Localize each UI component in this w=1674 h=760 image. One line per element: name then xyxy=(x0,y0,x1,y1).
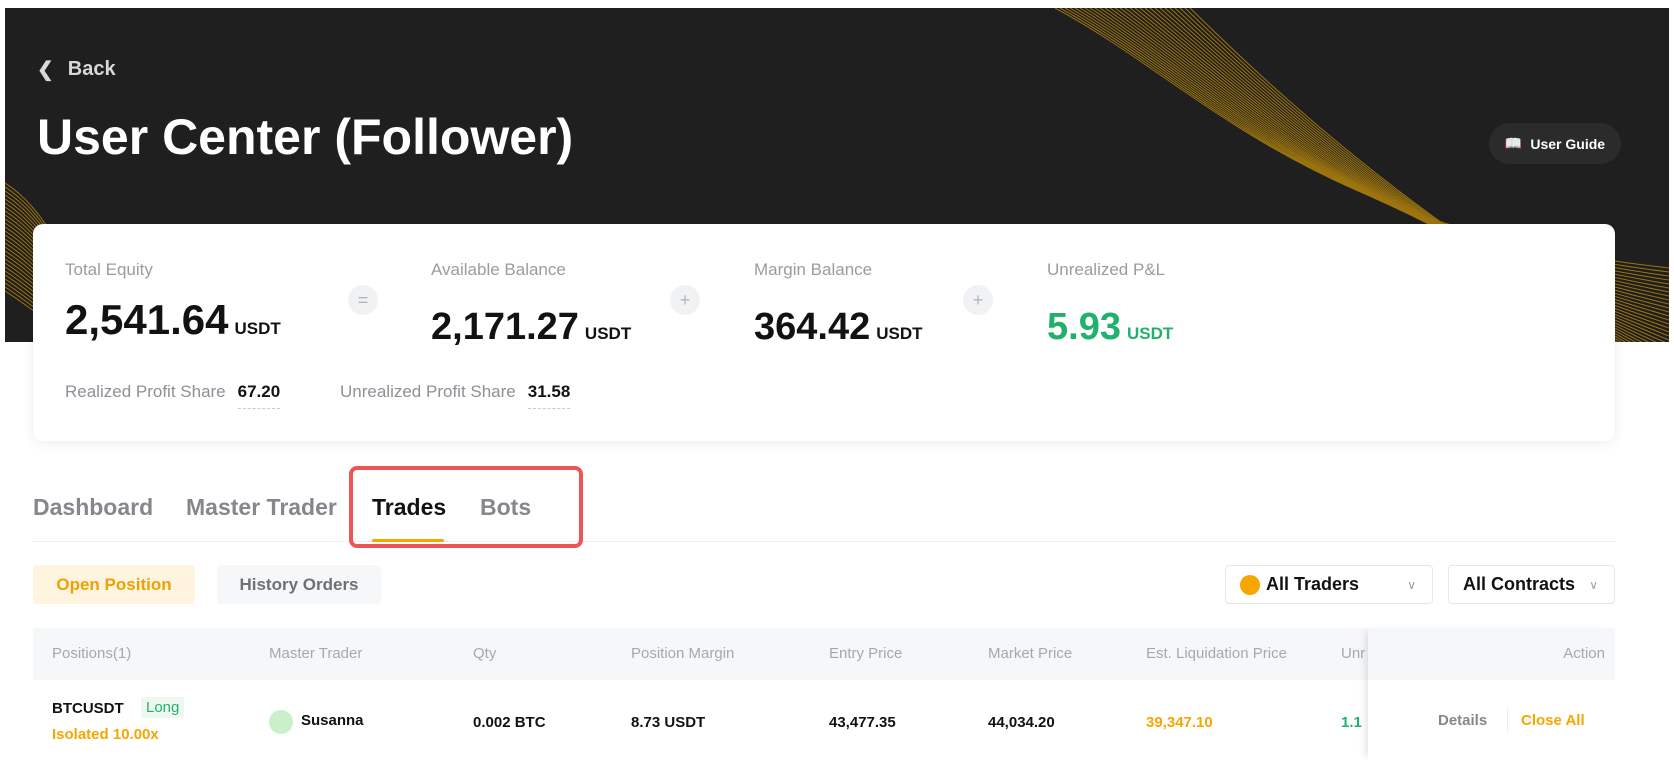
tab-trades[interactable]: Trades xyxy=(372,494,447,520)
available-balance-label: Available Balance xyxy=(431,260,566,279)
page-title: User Center (Follower) xyxy=(37,109,574,165)
value: 31.58 xyxy=(527,382,571,409)
action-header-bg xyxy=(1368,628,1615,680)
unit: USDT xyxy=(876,324,923,343)
available-balance-value: 2,171.27 xyxy=(431,306,579,348)
tab-master-trader[interactable]: Master Trader xyxy=(186,494,337,520)
col-qty: Qty xyxy=(473,645,497,662)
tab-bots[interactable]: Bots xyxy=(480,494,532,520)
tab-dashboard[interactable]: Dashboard xyxy=(33,494,154,520)
contracts-select-value: All Contracts xyxy=(1463,574,1576,594)
main-tabs: Dashboard Master Trader Trades Bots xyxy=(33,492,1615,542)
plus-icon: + xyxy=(670,285,700,315)
margin-balance-value: 364.42 xyxy=(754,306,871,348)
user-guide-button[interactable]: 📖 User Guide xyxy=(1489,123,1621,164)
back-button[interactable]: ❮ Back xyxy=(37,57,116,82)
total-equity: Total Equity 2,541.64 USDT xyxy=(65,260,281,344)
margin-balance: Margin Balance 364.42 USDT xyxy=(754,260,923,349)
unrealized-profit-share[interactable]: Unrealized Profit Share 31.58 xyxy=(340,382,571,409)
unrealized-pnl-cell: 1.1 xyxy=(1341,714,1362,731)
close-all-button[interactable]: Close All xyxy=(1521,712,1585,729)
active-tab-indicator xyxy=(372,539,444,542)
label: Realized Profit Share xyxy=(65,382,226,401)
equals-icon: = xyxy=(348,285,378,315)
contracts-select[interactable]: All Contracts ∨ xyxy=(1448,565,1615,604)
liquidation-price: 39,347.10 xyxy=(1146,714,1213,731)
col-market-price: Market Price xyxy=(988,645,1073,662)
col-unrealized: Unr xyxy=(1341,645,1366,662)
book-icon: 📖 xyxy=(1504,135,1523,151)
col-position-margin: Position Margin xyxy=(631,645,735,662)
label: Unrealized Profit Share xyxy=(340,382,516,401)
symbol: BTCUSDT xyxy=(52,700,124,717)
margin-balance-label: Margin Balance xyxy=(754,260,873,279)
divider xyxy=(1507,708,1508,732)
back-label: Back xyxy=(67,58,116,80)
col-entry-price: Entry Price xyxy=(829,645,903,662)
open-position-button[interactable]: Open Position xyxy=(33,565,195,604)
action-column: Action Details Close All xyxy=(1368,628,1615,760)
table-header: Positions(1) Master Trader Qty Position … xyxy=(33,628,1615,680)
user-guide-label: User Guide xyxy=(1530,135,1606,152)
unrealized-pnl: Unrealized P&L 5.93 USDT xyxy=(1047,260,1173,349)
history-orders-button[interactable]: History Orders xyxy=(217,565,381,604)
trader-name[interactable]: Susanna xyxy=(301,712,364,729)
position-margin: 8.73 USDT xyxy=(631,714,706,731)
col-positions: Positions(1) xyxy=(52,645,132,662)
available-balance: Available Balance 2,171.27 USDT xyxy=(431,260,631,349)
realized-profit-share[interactable]: Realized Profit Share 67.20 xyxy=(65,382,281,409)
traders-select[interactable]: All Traders ∨ xyxy=(1225,565,1433,604)
unit: USDT xyxy=(234,319,281,338)
total-equity-label: Total Equity xyxy=(65,260,153,279)
chevron-down-icon: ∨ xyxy=(1589,577,1598,592)
value: 67.20 xyxy=(237,382,281,409)
side-badge: Long xyxy=(141,697,185,718)
unit: USDT xyxy=(1126,324,1174,343)
col-master-trader: Master Trader xyxy=(269,645,363,662)
unrealized-pnl-value: 5.93 xyxy=(1047,306,1121,348)
traders-icon xyxy=(1240,574,1260,595)
market-price: 44,034.20 xyxy=(988,714,1055,731)
total-equity-value: 2,541.64 xyxy=(65,296,229,343)
unrealized-pnl-label: Unrealized P&L xyxy=(1047,260,1166,279)
highlight-box xyxy=(349,466,583,548)
col-action: Action xyxy=(1563,645,1605,662)
unit: USDT xyxy=(584,324,632,343)
margin-mode: Isolated 10.00x xyxy=(52,726,159,743)
details-link[interactable]: Details xyxy=(1438,712,1488,729)
qty: 0.002 BTC xyxy=(473,714,546,731)
chevron-left-icon: ❮ xyxy=(37,59,54,81)
trader-avatar xyxy=(269,710,293,734)
table-row: BTCUSDT Long Isolated 10.00x Susanna 0.0… xyxy=(33,680,1615,760)
summary-card: Total Equity 2,541.64 USDT = Available Bal… xyxy=(33,224,1615,441)
entry-price: 43,477.35 xyxy=(829,714,896,731)
traders-select-value: All Traders xyxy=(1266,574,1360,594)
plus-icon: + xyxy=(963,285,993,315)
col-liquidation-price: Est. Liquidation Price xyxy=(1146,645,1287,662)
chevron-down-icon: ∨ xyxy=(1407,577,1416,592)
